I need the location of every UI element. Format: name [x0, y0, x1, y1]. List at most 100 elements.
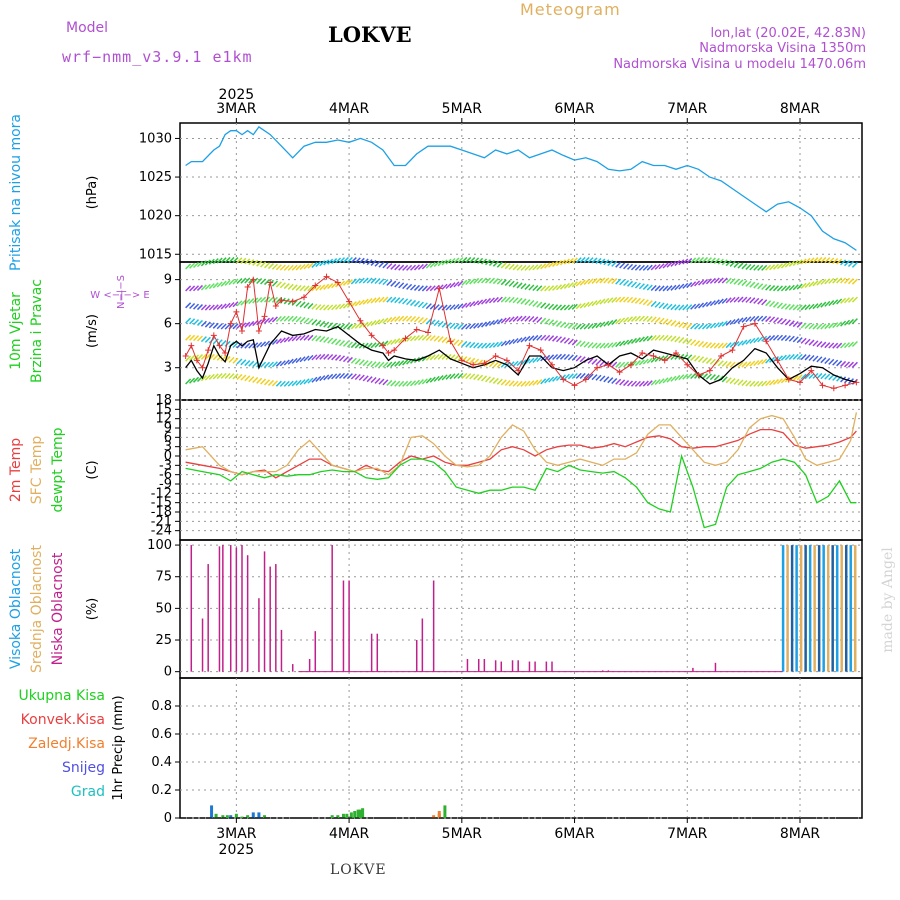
wind-barb	[413, 316, 421, 323]
wind-barb	[283, 336, 290, 343]
wind-barb	[413, 284, 421, 291]
wind-barb	[682, 282, 689, 289]
wind-barb	[240, 299, 247, 306]
wind-barb	[469, 301, 476, 308]
wind-barb	[709, 277, 716, 284]
wind-barb	[737, 317, 744, 324]
y-axis-label: (hPa)	[85, 176, 100, 210]
wind-barb	[571, 303, 578, 310]
wind-barb	[500, 379, 507, 386]
wind-barb	[753, 380, 760, 387]
y-tick-label: 1015	[139, 247, 172, 262]
wind-barb	[650, 284, 657, 292]
wind-barb	[295, 316, 302, 323]
wind-barb	[240, 359, 247, 366]
wind-barb	[611, 319, 618, 326]
wind-barb	[552, 353, 559, 361]
wind-barb	[208, 304, 215, 311]
wind-barb	[836, 342, 843, 349]
wind-barb	[244, 342, 251, 349]
wind-barb	[611, 278, 618, 285]
wind-barb	[327, 373, 334, 380]
wind-barb	[662, 334, 669, 341]
wind-barb	[248, 259, 255, 266]
wind-barb	[603, 342, 610, 349]
wind-gust-marker	[470, 361, 477, 368]
wind-barb	[409, 315, 417, 323]
wind-barb	[402, 298, 409, 305]
wind-barb	[327, 353, 334, 361]
wind-barb	[694, 323, 701, 330]
wind-barb	[232, 257, 239, 264]
wind-gust-marker	[673, 350, 679, 357]
wind-barb	[694, 280, 701, 287]
wind-barb	[800, 304, 807, 311]
wind-barb	[623, 296, 630, 303]
wind-barb	[769, 334, 776, 341]
wind-gust-marker	[272, 303, 279, 310]
wind-barb	[445, 258, 452, 265]
wind-barb	[611, 341, 618, 348]
wind-barb	[185, 302, 192, 309]
wind-barb	[678, 337, 685, 344]
wind-barb	[390, 338, 397, 345]
wind-barb	[204, 259, 211, 266]
wind-barb	[595, 277, 602, 284]
wind-barb	[824, 257, 831, 264]
wind-barb	[717, 258, 724, 265]
wind-barb	[244, 277, 251, 284]
wind-barb	[615, 278, 622, 285]
wind-barb	[851, 361, 858, 368]
wind-barb	[591, 277, 598, 284]
wind-barb	[532, 316, 539, 323]
wind-barb	[477, 299, 484, 306]
wind-barb	[548, 376, 555, 383]
wind-barb	[358, 299, 365, 306]
wind-gust-marker	[785, 376, 792, 383]
wind-barb	[331, 338, 338, 345]
wind-barb	[192, 335, 200, 342]
wind-barb	[528, 335, 535, 342]
wind-barb	[567, 373, 574, 380]
wind-barb	[508, 296, 515, 303]
wind-barb	[686, 257, 693, 264]
wind-barb	[666, 303, 673, 310]
wind-barb	[607, 319, 614, 326]
wind-barb	[690, 281, 697, 288]
wind-barb	[571, 281, 578, 288]
wind-barb	[208, 322, 215, 329]
wind-barb	[646, 380, 653, 387]
wind-barb	[200, 260, 207, 267]
wind-barb	[741, 361, 748, 368]
wind-barb	[445, 373, 452, 380]
rain-bar	[353, 811, 357, 818]
y-tick-label: -18	[151, 505, 172, 520]
wind-barb	[315, 284, 322, 291]
rain-bar	[330, 815, 334, 818]
wind-barb	[733, 278, 740, 285]
wind-barb	[713, 257, 720, 264]
wind-barb	[409, 357, 417, 364]
wind-gust-marker	[797, 379, 803, 386]
wind-barb	[828, 342, 835, 349]
wind-gust-marker	[188, 342, 195, 349]
wind-barb	[638, 283, 645, 290]
wind-barb	[804, 322, 811, 330]
wind-barb	[504, 279, 511, 286]
panel-pressure: 1015 1020 1025 1030 (hPa)	[85, 122, 863, 263]
wind-barb	[374, 277, 381, 285]
wind-barb	[670, 260, 677, 267]
wind-barb	[319, 320, 326, 327]
wind-barb	[500, 279, 507, 286]
wind-barb	[358, 359, 365, 366]
wind-barb	[406, 264, 413, 271]
y-tick-label: -21	[151, 514, 172, 529]
wind-barb	[599, 321, 606, 328]
wind-barb	[851, 261, 858, 268]
wind-barb	[808, 303, 815, 310]
wind-barb	[453, 354, 460, 361]
wind-barb	[283, 283, 290, 290]
wind-barb	[670, 304, 677, 311]
wind-barb	[678, 321, 685, 328]
wind-barb	[615, 261, 622, 268]
